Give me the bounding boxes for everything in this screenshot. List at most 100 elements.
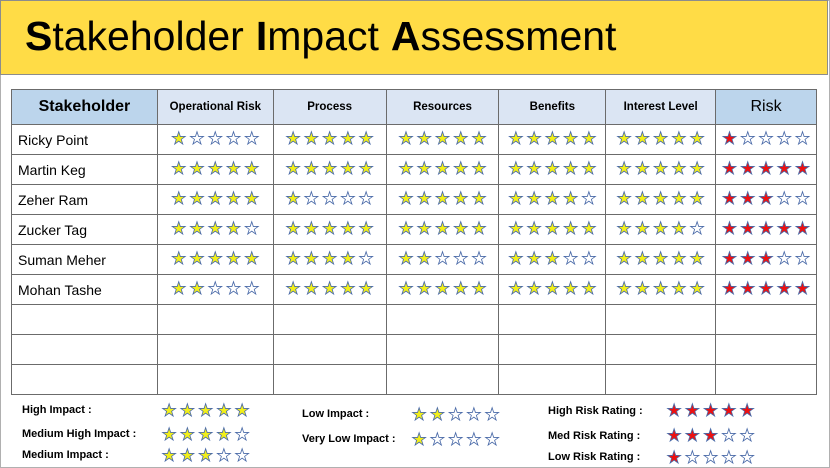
filled-star-icon: ★	[508, 129, 524, 148]
legend-label: Very Low Impact :	[302, 433, 396, 445]
filled-star-icon: ★	[161, 401, 177, 420]
empty-cell	[385, 304, 500, 335]
filled-star-icon: ★	[303, 249, 320, 268]
rating-cell: ★ ★ ★ ★ ★	[156, 244, 274, 275]
header-risk: Risk	[715, 89, 817, 125]
legend-label: Medium Impact :	[22, 449, 109, 461]
rating-cell: ★ ★ ★ ★ ★	[385, 214, 500, 245]
filled-star-icon: ★	[562, 219, 579, 238]
rating-cell: ★ ★ ★ ★ ★	[715, 244, 817, 275]
rating-cell: ★ ★ ★ ★ ★	[605, 214, 717, 245]
filled-star-icon: ★	[398, 279, 414, 298]
empty-star-icon: ★	[234, 446, 250, 465]
impact-star-rating: ★ ★ ★ ★ ★	[284, 219, 375, 238]
filled-star-icon: ★	[207, 189, 223, 208]
filled-star-icon: ★	[398, 189, 414, 208]
empty-star-icon: ★	[776, 129, 792, 148]
rating-cell: ★ ★ ★ ★ ★	[498, 244, 607, 275]
filled-star-icon: ★	[416, 219, 432, 238]
risk-star-rating: ★ ★ ★ ★ ★	[665, 448, 756, 467]
impact-star-rating: ★ ★ ★ ★ ★	[170, 219, 261, 238]
header-stakeholder: Stakeholder	[11, 89, 158, 125]
impact-star-rating: ★ ★ ★ ★ ★	[397, 249, 488, 268]
empty-star-icon: ★	[429, 430, 445, 449]
legend-label: Low Risk Rating :	[548, 451, 641, 463]
empty-cell	[272, 304, 387, 335]
filled-star-icon: ★	[453, 189, 469, 208]
filled-star-icon: ★	[244, 189, 260, 208]
empty-cell	[156, 334, 274, 365]
impact-star-rating: ★ ★ ★ ★ ★	[160, 426, 251, 444]
filled-star-icon: ★	[416, 279, 432, 298]
filled-star-icon: ★	[758, 219, 774, 238]
empty-star-icon: ★	[471, 249, 487, 268]
filled-star-icon: ★	[398, 129, 414, 148]
filled-star-icon: ★	[689, 249, 705, 268]
impact-star-rating: ★ ★ ★ ★ ★	[284, 190, 375, 208]
filled-star-icon: ★	[244, 249, 260, 268]
legend-label: High Risk Rating :	[548, 405, 643, 417]
filled-star-icon: ★	[471, 219, 487, 238]
filled-star-icon: ★	[671, 219, 687, 238]
filled-star-icon: ★	[526, 189, 542, 208]
filled-star-icon: ★	[758, 249, 774, 268]
filled-star-icon: ★	[179, 401, 195, 420]
filled-star-icon: ★	[776, 279, 792, 298]
empty-cell	[272, 334, 387, 365]
page-title: Stakeholder Impact Assessment	[25, 13, 628, 60]
rating-cell: ★ ★ ★ ★ ★	[156, 124, 274, 155]
impact-star-rating: ★ ★ ★ ★ ★	[507, 250, 598, 268]
impact-star-rating: ★ ★ ★ ★ ★	[160, 446, 251, 465]
filled-star-icon: ★	[434, 219, 451, 238]
filled-star-icon: ★	[303, 279, 320, 298]
empty-cell	[11, 364, 158, 395]
filled-star-icon: ★	[740, 159, 756, 178]
filled-star-icon: ★	[416, 189, 432, 208]
filled-star-icon: ★	[303, 219, 320, 238]
empty-table-row	[11, 334, 817, 365]
empty-star-icon: ★	[448, 430, 464, 449]
filled-star-icon: ★	[616, 129, 632, 148]
filled-star-icon: ★	[544, 189, 560, 208]
rating-cell: ★ ★ ★ ★ ★	[156, 274, 274, 305]
empty-cell	[156, 304, 274, 335]
filled-star-icon: ★	[340, 219, 356, 238]
rating-cell: ★ ★ ★ ★ ★	[605, 184, 717, 215]
filled-star-icon: ★	[703, 401, 719, 420]
filled-star-icon: ★	[634, 129, 651, 148]
rating-cell: ★ ★ ★ ★ ★	[605, 124, 717, 155]
filled-star-icon: ★	[303, 159, 320, 178]
filled-star-icon: ★	[207, 219, 223, 238]
legend-label: Med Risk Rating :	[548, 430, 641, 442]
filled-star-icon: ★	[225, 159, 242, 178]
filled-star-icon: ★	[544, 219, 560, 238]
empty-star-icon: ★	[484, 430, 500, 449]
empty-star-icon: ★	[794, 249, 811, 268]
table-row: Ricky Point ★ ★ ★ ★ ★ ★ ★ ★ ★ ★ ★ ★ ★ ★ ★ ★ ★ ★ ★ ★ ★ ★ ★ ★ ★ ★ ★ ★ ★…	[11, 124, 817, 155]
empty-star-icon: ★	[758, 129, 774, 148]
filled-star-icon: ★	[671, 189, 687, 208]
empty-cell	[498, 334, 607, 365]
filled-star-icon: ★	[207, 249, 223, 268]
rating-cell: ★ ★ ★ ★ ★	[498, 184, 607, 215]
filled-star-icon: ★	[544, 279, 560, 298]
empty-star-icon: ★	[434, 249, 451, 268]
empty-star-icon: ★	[721, 448, 737, 467]
empty-star-icon: ★	[358, 249, 374, 268]
header-process: Process	[272, 89, 387, 125]
filled-star-icon: ★	[198, 446, 214, 465]
risk-star-rating: ★ ★ ★ ★ ★	[720, 129, 811, 148]
filled-star-icon: ★	[581, 279, 597, 298]
filled-star-icon: ★	[581, 219, 597, 238]
rating-cell: ★ ★ ★ ★ ★	[605, 154, 717, 185]
impact-star-rating: ★ ★ ★ ★ ★	[170, 249, 261, 268]
filled-star-icon: ★	[616, 219, 632, 238]
empty-cell	[156, 364, 274, 395]
rating-cell: ★ ★ ★ ★ ★	[272, 244, 387, 275]
empty-star-icon: ★	[466, 430, 482, 449]
filled-star-icon: ★	[225, 219, 242, 238]
filled-star-icon: ★	[434, 189, 451, 208]
impact-star-rating: ★ ★ ★ ★ ★	[170, 189, 261, 208]
filled-star-icon: ★	[508, 279, 524, 298]
filled-star-icon: ★	[411, 405, 427, 424]
